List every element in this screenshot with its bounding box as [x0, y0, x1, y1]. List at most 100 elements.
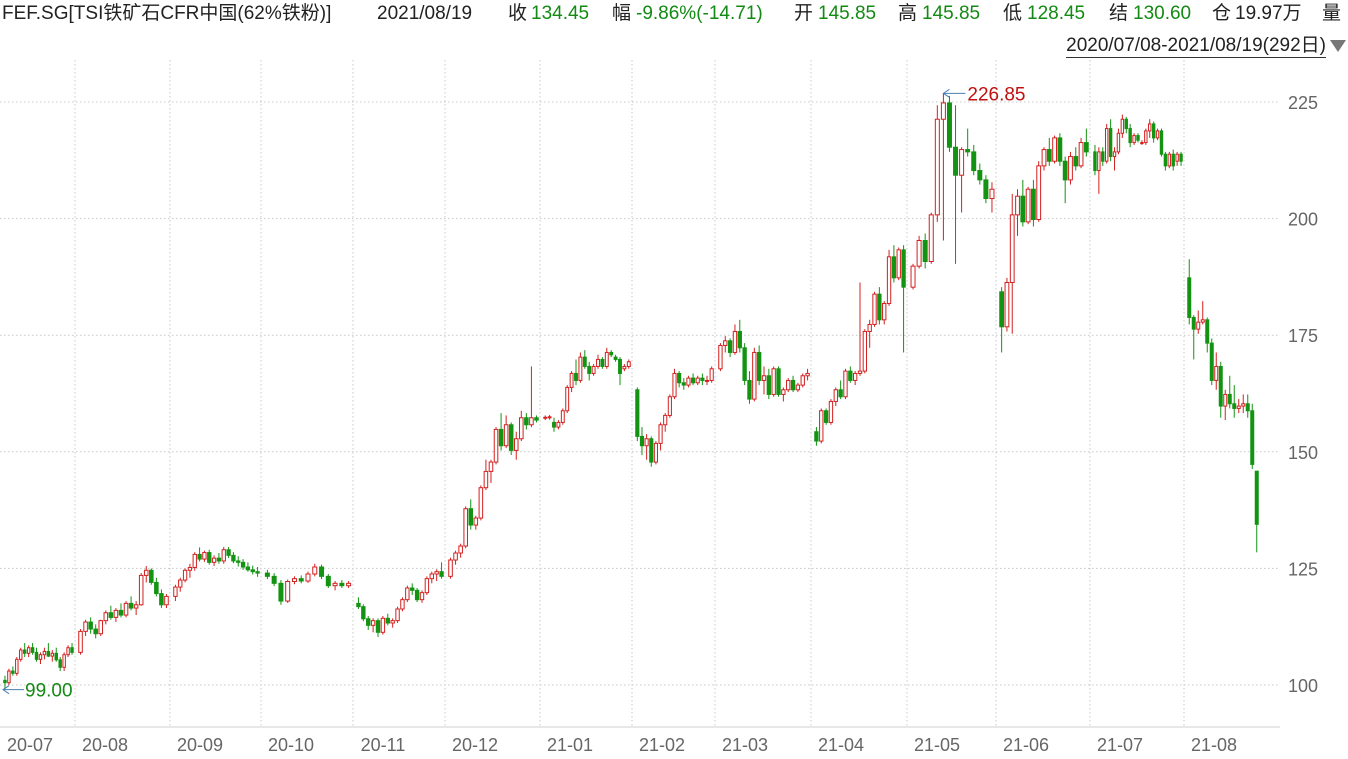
candle-down — [776, 366, 781, 397]
candle-up — [819, 408, 824, 444]
date-range-selector[interactable]: 2020/07/08-2021/08/19(292日) — [1066, 34, 1346, 58]
candle-down — [1187, 259, 1192, 325]
candle-up — [62, 652, 66, 672]
candle-up — [291, 576, 297, 585]
x-tick-label: 21-03 — [722, 735, 768, 755]
candle-body — [596, 358, 600, 367]
candle-up — [805, 368, 810, 381]
candle-body — [761, 375, 767, 381]
candle-up — [663, 413, 668, 432]
candle-body — [639, 435, 645, 447]
candle-up — [752, 347, 757, 402]
candle-body — [271, 575, 277, 584]
candle-down — [1020, 179, 1026, 227]
candle-body — [78, 630, 83, 653]
candle-down — [1171, 149, 1175, 171]
candle-up — [667, 394, 672, 418]
candle-body — [291, 578, 297, 582]
candle-up — [718, 343, 723, 372]
candle-up — [493, 427, 499, 465]
candle-body — [896, 249, 901, 279]
date-range-text[interactable]: 2020/07/08-2021/08/19(292日) — [1066, 34, 1326, 58]
candle-body — [138, 574, 144, 606]
candle-down — [983, 175, 989, 204]
candle-body — [989, 188, 995, 200]
candle-down — [1205, 317, 1210, 353]
candle-body — [977, 170, 983, 181]
candle-body — [339, 582, 345, 587]
candle-body — [1101, 151, 1105, 162]
candle-down — [1062, 156, 1068, 204]
change-label: 幅 — [612, 3, 632, 24]
candle-body — [872, 293, 877, 325]
candle-body — [928, 214, 934, 262]
candle-body — [400, 599, 405, 610]
candle-body — [790, 379, 796, 391]
candle-up — [390, 618, 395, 628]
candle-body — [971, 151, 977, 172]
candle-body — [534, 417, 539, 421]
candle-body — [857, 370, 863, 374]
candle-body — [264, 572, 270, 577]
open-interest-value: 19.97万 — [1235, 3, 1302, 24]
candle-down — [271, 573, 277, 587]
candle-body — [319, 566, 325, 577]
candle-body — [1223, 393, 1228, 407]
x-tick-label: 21-06 — [1003, 735, 1049, 755]
candle-up — [19, 647, 23, 662]
candle-body — [1250, 410, 1255, 465]
candle-down — [319, 564, 325, 580]
candle-up — [1052, 135, 1057, 164]
candle-body — [1046, 149, 1052, 162]
candle-up — [704, 375, 710, 386]
candle-body — [1148, 123, 1152, 132]
candle-body — [695, 377, 700, 384]
candle-up — [1009, 193, 1015, 334]
symbol-title: FEF.SG[TSI铁矿石CFR中国(62%铁粉)] — [2, 3, 332, 24]
candle-body — [609, 351, 614, 356]
candle-down — [226, 546, 231, 559]
candle-body — [123, 602, 129, 616]
candle-down — [582, 350, 587, 369]
candle-up — [547, 414, 552, 420]
candle-down — [742, 343, 747, 386]
candle-up — [178, 577, 183, 592]
dropdown-arrow-icon[interactable] — [1330, 40, 1346, 52]
candle-body — [419, 592, 425, 601]
candle-body — [1151, 123, 1156, 139]
candle-body — [448, 559, 453, 577]
candle-body — [98, 620, 104, 635]
candle-body — [618, 358, 622, 374]
candle-body — [852, 372, 858, 381]
candle-up — [380, 615, 386, 635]
candle-down — [823, 408, 829, 425]
candle-body — [882, 302, 887, 321]
candle-body — [574, 372, 578, 381]
candle-up — [658, 422, 663, 451]
candle-body — [149, 569, 154, 583]
candle-body — [524, 417, 529, 426]
candle-up — [1097, 147, 1101, 194]
candle-body — [473, 517, 479, 526]
horizontal-gridlines — [0, 101, 1280, 686]
candle-down — [609, 350, 614, 358]
min-arrow-icon — [2, 685, 10, 695]
candle-body — [22, 649, 27, 654]
candle-body — [843, 370, 848, 398]
candle-down — [1031, 179, 1036, 227]
candle-up — [488, 459, 494, 484]
max-value-label: 226.85 — [967, 84, 1025, 105]
candle-body — [1104, 128, 1109, 162]
candle-body — [747, 379, 752, 400]
candle-down — [587, 361, 592, 381]
candle-body — [718, 344, 723, 370]
candle-down — [965, 128, 971, 157]
candle-down — [236, 556, 241, 567]
candle-down — [216, 553, 222, 564]
candle-body — [207, 552, 212, 563]
candle-body — [453, 552, 458, 561]
candle-down — [838, 380, 843, 400]
candle-body — [529, 417, 534, 426]
candle-body — [1232, 403, 1237, 409]
